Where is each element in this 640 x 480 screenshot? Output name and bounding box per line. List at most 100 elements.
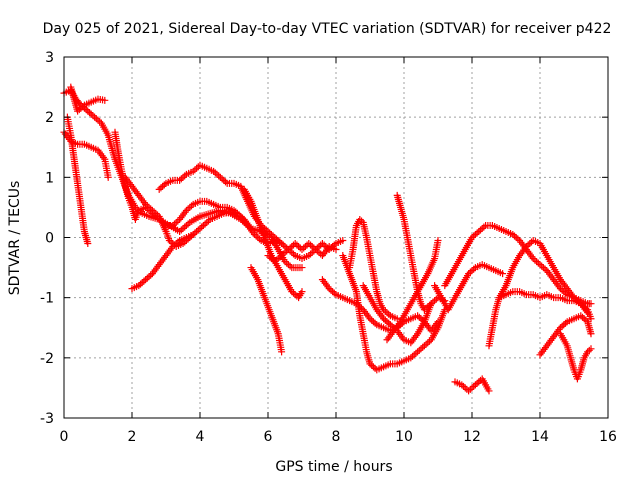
data-point [239, 214, 246, 222]
data-point [298, 288, 306, 296]
data-point [531, 256, 539, 264]
x-tick-label: 16 [599, 429, 617, 445]
data-point [329, 243, 337, 251]
data-point [91, 113, 99, 121]
data-point [84, 107, 92, 115]
data-point [278, 252, 286, 260]
data-point [301, 243, 309, 251]
data-point [478, 224, 486, 232]
data-point [480, 223, 488, 231]
data-point [325, 285, 333, 293]
data-point [283, 247, 291, 255]
series-track-13 [339, 252, 449, 374]
y-tick-label: 1 [45, 170, 54, 186]
series-track-3 [67, 83, 109, 115]
data-point [307, 250, 314, 258]
x-tick-label: 2 [128, 429, 137, 445]
data-point [77, 104, 85, 112]
data-point [477, 226, 484, 234]
data-point [332, 246, 340, 254]
data-point [580, 315, 588, 323]
data-point [172, 218, 180, 226]
data-point [279, 241, 287, 249]
data-point [470, 232, 478, 240]
data-point [514, 235, 522, 243]
data-point [414, 312, 422, 320]
data-point [104, 173, 112, 181]
data-point [570, 294, 578, 302]
data-point [284, 246, 292, 254]
data-point [419, 343, 427, 351]
data-point [201, 220, 209, 228]
data-point [485, 387, 493, 395]
data-point [171, 220, 178, 228]
data-point [368, 361, 376, 369]
y-tick-label: 0 [45, 231, 54, 247]
data-point [284, 261, 292, 269]
data-point [176, 176, 184, 184]
series-track-19 [451, 375, 493, 395]
series-track-15 [359, 282, 435, 347]
data-point [281, 243, 289, 251]
data-point [211, 169, 219, 177]
data-point [470, 265, 478, 273]
data-point [256, 235, 263, 243]
data-point [587, 330, 595, 338]
data-point [470, 382, 478, 390]
data-point [274, 237, 282, 245]
data-point [393, 315, 401, 323]
data-point [288, 249, 296, 257]
data-point [142, 200, 150, 208]
data-point [407, 354, 415, 362]
data-point [475, 378, 483, 386]
y-axis-label: SDTVAR / TECUs [7, 181, 23, 296]
data-point [159, 182, 167, 190]
data-point [179, 240, 187, 248]
data-point [184, 220, 192, 228]
data-point [189, 167, 197, 175]
data-point [558, 322, 566, 330]
data-point [181, 172, 189, 180]
data-point [267, 255, 275, 263]
data-markers [60, 83, 595, 395]
data-point [298, 264, 306, 272]
data-point [220, 176, 228, 184]
data-point [84, 240, 92, 248]
data-point [356, 215, 364, 223]
data-point [87, 110, 95, 118]
data-point [358, 217, 365, 225]
data-point [176, 227, 184, 235]
data-point [426, 301, 433, 309]
series-track-21 [441, 221, 595, 308]
data-point [279, 250, 287, 258]
data-point [533, 258, 541, 266]
data-point [271, 258, 279, 266]
data-point [315, 249, 323, 257]
data-point [426, 337, 433, 345]
data-point [386, 321, 394, 329]
data-point [582, 316, 590, 324]
data-point [468, 267, 476, 275]
series-track-18 [431, 261, 507, 314]
data-point [290, 289, 297, 297]
data-point [424, 303, 432, 311]
data-point [556, 285, 564, 293]
data-point [410, 351, 418, 359]
data-point [539, 264, 547, 272]
data-point [584, 309, 592, 317]
data-point [366, 360, 374, 368]
data-point [86, 109, 93, 117]
data-point [415, 346, 423, 354]
data-point [585, 346, 593, 354]
data-point [171, 241, 178, 249]
data-point [417, 345, 425, 353]
data-point [465, 387, 473, 395]
data-point [152, 209, 160, 217]
y-tick-label: 3 [45, 50, 54, 66]
data-point [383, 318, 391, 326]
data-point [305, 252, 313, 260]
data-point [143, 274, 151, 282]
data-point [169, 221, 177, 229]
series-track-4 [60, 128, 112, 181]
data-point [434, 237, 442, 245]
